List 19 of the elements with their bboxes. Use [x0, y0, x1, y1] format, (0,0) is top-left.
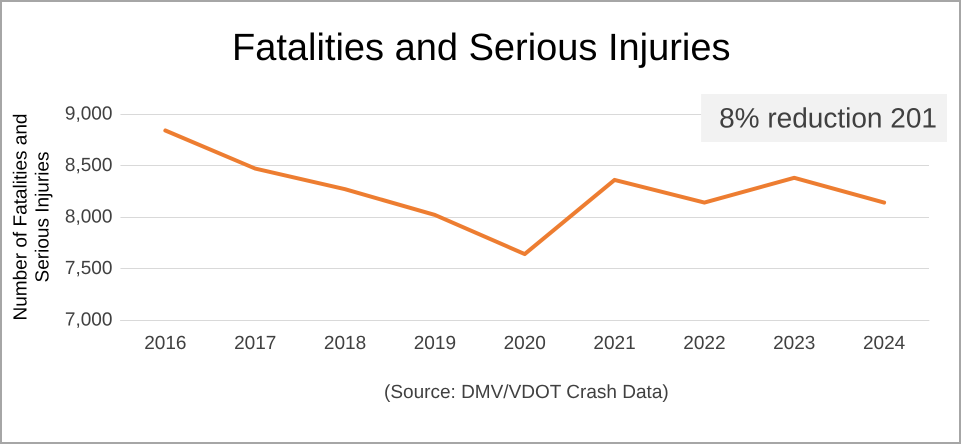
y-axis-title: Number of Fatalities and Serious Injuries — [10, 114, 54, 320]
x-tick-label: 2020 — [504, 333, 546, 354]
x-tick-label: 2023 — [773, 333, 816, 354]
chart-title: Fatalities and Serious Injuries — [232, 27, 730, 69]
x-tick-label: 2022 — [683, 333, 726, 354]
x-tick-label: 2021 — [593, 333, 636, 354]
line-series — [163, 128, 886, 256]
y-tick-label: 9,000 — [64, 104, 112, 124]
y-tick-label: 8,500 — [64, 155, 112, 176]
y-tick-label: 8,000 — [64, 206, 112, 228]
annotation: 8% reduction 201 — [719, 102, 938, 134]
y-tick-label: 7,000 — [64, 310, 112, 330]
x-tick-label: 2019 — [414, 333, 456, 354]
x-tick-label: 2017 — [234, 333, 276, 354]
x-tick-label: 2018 — [324, 333, 366, 354]
x-tick-label: 2024 — [862, 333, 906, 354]
x-tick-label: 2016 — [144, 333, 187, 354]
text: (Source: DMV/VDOT Crash Data) — [384, 382, 669, 403]
y-tick-label: 7,500 — [64, 258, 112, 279]
